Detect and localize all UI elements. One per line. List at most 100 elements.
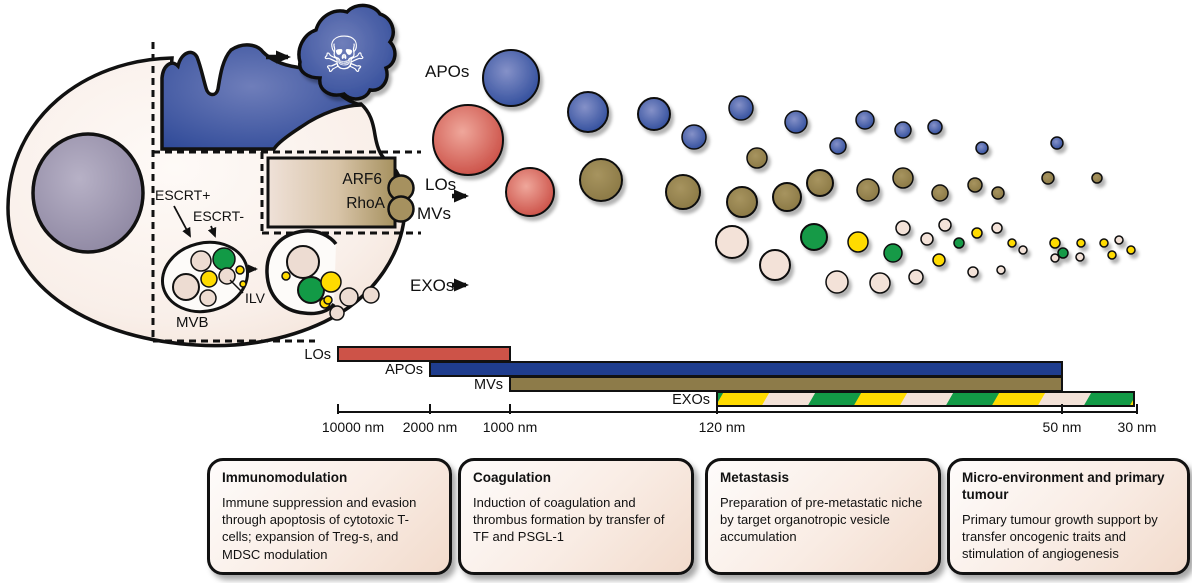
card-title: Micro-environment and primary tumour	[962, 470, 1165, 502]
scale-bar-apos	[429, 361, 1063, 377]
size-scale-bar: LOs APOs MVs EXOs 10000 nm 2000 nm 1000 nm 120 …	[304, 346, 1157, 435]
escrt-minus-arrow	[207, 225, 217, 238]
card-body: Immune suppression and evasion through a…	[222, 494, 417, 562]
vesicle-exosome	[847, 231, 869, 253]
vesicle-large-oncosome	[432, 104, 504, 176]
escrt-plus-label: ESCRT+	[155, 187, 210, 203]
vesicle-exosome	[825, 270, 849, 294]
vesicle-apoptotic-body	[894, 121, 912, 139]
vesicle-apoptotic-body	[637, 97, 671, 131]
exosome-circle	[339, 287, 359, 307]
vesicle-exosome	[991, 222, 1003, 234]
vesicle-microvesicle	[772, 182, 802, 212]
axis-tick-label: 10000 nm	[322, 419, 384, 435]
card-title: Immunomodulation	[222, 470, 348, 485]
ilv-circle	[212, 247, 236, 271]
vesicle-microvesicle	[1091, 172, 1103, 184]
vesicle-apoptotic-body	[567, 91, 609, 133]
vesicle-apoptotic-body	[681, 124, 707, 150]
membrane-bleb	[160, 43, 362, 151]
scale-bar-label-mvs: MVs	[474, 377, 503, 393]
vesicle-microvesicle	[931, 184, 949, 202]
info-card-coagulation: Coagulation Induction of coagulation and…	[458, 458, 694, 575]
vesicle-exosome	[932, 253, 946, 267]
axis-tick-label: 1000 nm	[483, 419, 537, 435]
vesicle-exosome	[800, 223, 828, 251]
axis-tick-label: 2000 nm	[403, 419, 457, 435]
exosome-circle	[329, 305, 345, 321]
scale-bar-label-los: LOs	[304, 347, 331, 363]
vesicle-exosome	[1075, 252, 1085, 262]
exos-stream-label: EXOs	[410, 276, 454, 295]
vesicle-exosome	[1007, 238, 1017, 248]
los-stream-label: LOs	[425, 175, 456, 194]
vesicle-exosome	[715, 225, 749, 259]
exosome-circle	[362, 286, 380, 304]
vesicle-field	[432, 49, 1136, 294]
apos-stream-label: APOs	[425, 62, 469, 81]
card-title: Metastasis	[720, 470, 790, 485]
escrt-plus-arrow	[173, 205, 191, 238]
cell-nucleus	[31, 132, 145, 254]
ilv-circle	[172, 273, 200, 301]
ilv-circle	[199, 289, 217, 307]
vesicle-exosome	[1076, 238, 1086, 248]
escrt-minus-label: ESCRT-	[193, 208, 244, 224]
vesicle-apoptotic-body	[927, 119, 943, 135]
exosome-circle	[286, 245, 320, 279]
vesicle-exosome	[759, 249, 791, 281]
scale-bar-label-apos: APOs	[385, 362, 423, 378]
info-card-microenvironment: Micro-environment and primary tumour Pri…	[947, 458, 1190, 575]
mvs-stream-label: MVs	[417, 204, 451, 223]
mvb-label: MVB	[176, 314, 209, 331]
scale-bar-mvs	[509, 376, 1063, 392]
rhoa-label: RhoA	[346, 195, 385, 212]
exosome-circle	[297, 276, 325, 304]
vesicle-apoptotic-body	[728, 95, 754, 121]
vesicle-microvesicle	[726, 186, 758, 218]
vesicle-microvesicle	[856, 178, 880, 202]
info-card-metastasis: Metastasis Preparation of pre-metastatic…	[705, 458, 941, 575]
axis-tick-label: 30 nm	[1118, 419, 1157, 435]
card-body: Preparation of pre-metastatic niche by t…	[720, 494, 923, 545]
card-body: Primary tumour growth support by transfe…	[962, 511, 1158, 562]
arf6-label: ARF6	[342, 171, 382, 188]
vesicle-microvesicle	[892, 167, 914, 189]
axis-tick-label: 120 nm	[699, 419, 746, 435]
vesicle-exosome	[1018, 245, 1028, 255]
vesicle-apoptotic-body	[1050, 136, 1064, 150]
scale-bar-label-exos: EXOs	[672, 392, 710, 408]
card-body: Induction of coagulation and thrombus fo…	[473, 494, 665, 545]
vesicle-exosome	[1099, 238, 1109, 248]
vesicle-exosome	[920, 232, 934, 246]
vesicle-microvesicle	[967, 177, 983, 193]
vesicle-exosome	[869, 272, 891, 294]
vesicle-exosome	[883, 243, 903, 263]
vesicle-exosome	[971, 227, 983, 239]
ilv-circle	[235, 265, 245, 275]
vesicle-exosome	[908, 269, 924, 285]
vesicle-microvesicle	[579, 158, 623, 202]
vesicle-apoptotic-body	[855, 110, 875, 130]
vesicle-exosome	[1107, 250, 1117, 260]
info-card-immunomodulation: Immunomodulation Immune suppression and …	[207, 458, 452, 575]
vesicle-microvesicle	[746, 147, 768, 169]
vesicle-apoptotic-body	[829, 137, 847, 155]
exosome-circle	[281, 271, 291, 281]
skull-crossbones-icon: ☠	[322, 26, 367, 84]
ilv-pointer-line	[229, 279, 244, 294]
dashed-region-lines	[151, 42, 421, 343]
ilv-circle	[239, 280, 247, 288]
vesicle-apoptotic-body	[482, 49, 540, 107]
vesicle-apoptotic-body	[975, 141, 989, 155]
vesicle-exosome	[938, 218, 952, 232]
vesicle-microvesicle	[991, 186, 1005, 200]
apoptotic-body-blob	[297, 3, 397, 101]
vesicle-microvesicle	[1041, 171, 1055, 185]
arf6-rhoa-zone	[266, 156, 397, 229]
vesicle-exosome	[953, 237, 965, 249]
vesicle-exosome	[967, 266, 979, 278]
vesicle-exosome	[1126, 245, 1136, 255]
vesicle-exosome	[1114, 235, 1124, 245]
